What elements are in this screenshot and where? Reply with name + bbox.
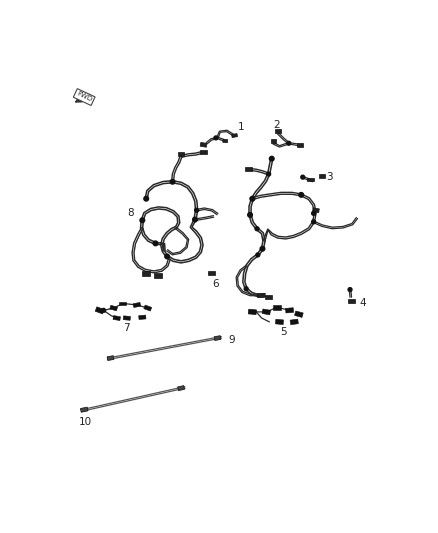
Text: 3: 3 bbox=[327, 172, 333, 182]
Text: 5: 5 bbox=[280, 327, 287, 337]
Bar bbox=[208, 271, 215, 276]
Circle shape bbox=[256, 253, 260, 257]
Bar bbox=[201, 150, 207, 154]
Bar bbox=[349, 299, 355, 303]
Bar bbox=[107, 356, 114, 360]
Bar bbox=[319, 174, 325, 177]
Bar bbox=[214, 336, 221, 341]
Text: 1: 1 bbox=[237, 122, 244, 132]
Bar bbox=[81, 407, 88, 413]
Circle shape bbox=[170, 180, 175, 184]
Circle shape bbox=[244, 287, 248, 290]
Bar bbox=[139, 315, 146, 319]
Circle shape bbox=[165, 254, 170, 259]
Bar bbox=[271, 139, 276, 143]
Text: FWD: FWD bbox=[76, 91, 93, 103]
Circle shape bbox=[299, 192, 304, 197]
Bar bbox=[307, 177, 314, 181]
Circle shape bbox=[251, 197, 254, 200]
Bar bbox=[232, 134, 237, 138]
Text: 2: 2 bbox=[273, 120, 280, 130]
Bar bbox=[273, 305, 281, 310]
Bar bbox=[297, 143, 303, 147]
Bar bbox=[290, 319, 298, 325]
Circle shape bbox=[194, 208, 198, 212]
Circle shape bbox=[348, 288, 352, 292]
Circle shape bbox=[312, 212, 315, 215]
Bar bbox=[144, 305, 152, 311]
Circle shape bbox=[250, 196, 255, 201]
Bar bbox=[248, 309, 256, 314]
Bar bbox=[262, 309, 271, 315]
Bar bbox=[245, 167, 251, 171]
Bar bbox=[178, 152, 184, 156]
Text: 6: 6 bbox=[212, 279, 219, 289]
Bar bbox=[154, 273, 162, 278]
Circle shape bbox=[287, 141, 291, 145]
Bar bbox=[257, 293, 264, 297]
Bar bbox=[178, 385, 184, 391]
Text: 7: 7 bbox=[124, 323, 130, 333]
Circle shape bbox=[260, 246, 265, 251]
Circle shape bbox=[267, 172, 271, 176]
Bar bbox=[286, 308, 293, 313]
Bar bbox=[294, 311, 303, 318]
Bar bbox=[313, 208, 319, 213]
Text: 8: 8 bbox=[127, 207, 134, 217]
Bar bbox=[275, 129, 281, 133]
Circle shape bbox=[144, 196, 148, 201]
Bar bbox=[265, 295, 272, 299]
Circle shape bbox=[301, 175, 305, 179]
Text: 4: 4 bbox=[359, 297, 366, 308]
Bar bbox=[95, 307, 104, 314]
Bar bbox=[276, 319, 283, 325]
Circle shape bbox=[102, 309, 106, 312]
Circle shape bbox=[255, 227, 259, 231]
Circle shape bbox=[140, 218, 145, 223]
Circle shape bbox=[214, 136, 218, 140]
Bar bbox=[133, 302, 141, 308]
Bar bbox=[120, 302, 127, 305]
Bar bbox=[110, 305, 117, 311]
Text: 10: 10 bbox=[79, 417, 92, 427]
Bar bbox=[223, 139, 228, 143]
Circle shape bbox=[153, 241, 158, 246]
Bar bbox=[113, 316, 120, 320]
Circle shape bbox=[193, 217, 198, 222]
Circle shape bbox=[269, 156, 274, 161]
Bar bbox=[142, 271, 151, 276]
Bar bbox=[123, 316, 131, 320]
Bar bbox=[200, 142, 207, 147]
Circle shape bbox=[312, 220, 315, 224]
Text: 9: 9 bbox=[228, 335, 235, 345]
Circle shape bbox=[248, 213, 252, 217]
